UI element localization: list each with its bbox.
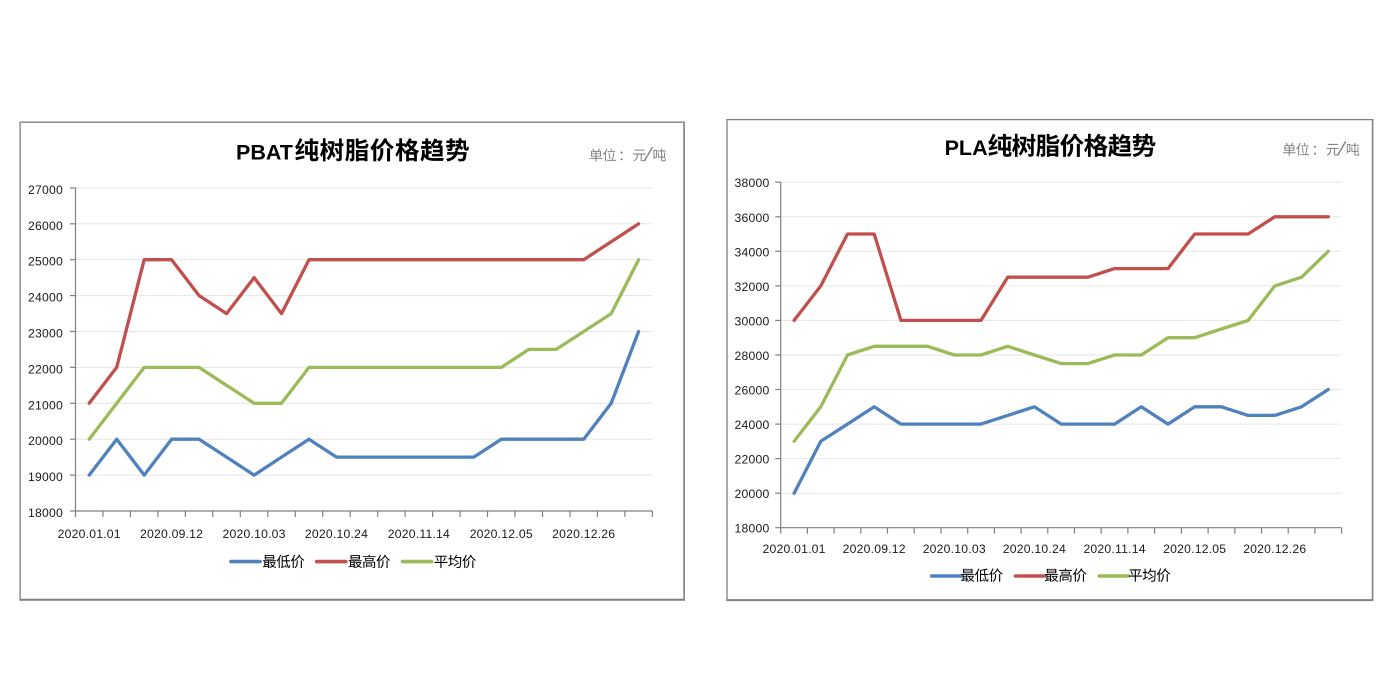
svg-text:36000: 36000 <box>735 211 770 225</box>
svg-text:28000: 28000 <box>735 349 770 363</box>
svg-text:19000: 19000 <box>28 470 63 484</box>
svg-text:2020.01.01: 2020.01.01 <box>762 542 825 556</box>
svg-text:PBAT: PBAT <box>236 140 293 164</box>
svg-text:2020.12.05: 2020.12.05 <box>1163 542 1226 556</box>
svg-text:25000: 25000 <box>28 255 63 269</box>
svg-text:2020.11.14: 2020.11.14 <box>1083 542 1145 556</box>
svg-text:18000: 18000 <box>735 522 770 536</box>
svg-text:2020.10.24: 2020.10.24 <box>1003 542 1066 556</box>
svg-text:24000: 24000 <box>28 291 63 305</box>
svg-text:27000: 27000 <box>28 183 63 197</box>
svg-text:2020.10.03: 2020.10.03 <box>923 542 986 556</box>
svg-text:30000: 30000 <box>735 314 770 328</box>
svg-text:32000: 32000 <box>735 280 770 294</box>
svg-text:2020.11.14: 2020.11.14 <box>388 527 450 541</box>
svg-text:24000: 24000 <box>735 418 770 432</box>
svg-text:2020.01.01: 2020.01.01 <box>58 527 121 541</box>
svg-text:PLA: PLA <box>945 136 988 160</box>
svg-text:26000: 26000 <box>735 384 770 398</box>
svg-text:38000: 38000 <box>735 176 770 190</box>
svg-text:2020.12.26: 2020.12.26 <box>1243 542 1306 556</box>
svg-text:2020.09.12: 2020.09.12 <box>140 527 203 541</box>
svg-text:2020.12.05: 2020.12.05 <box>470 527 533 541</box>
svg-text:18000: 18000 <box>28 506 63 520</box>
svg-text:2020.10.24: 2020.10.24 <box>305 527 368 541</box>
svg-text:2020.09.12: 2020.09.12 <box>843 542 906 556</box>
svg-text:2020.10.03: 2020.10.03 <box>222 527 285 541</box>
svg-text:23000: 23000 <box>28 327 63 341</box>
svg-text:22000: 22000 <box>735 453 770 467</box>
svg-text:34000: 34000 <box>735 245 770 259</box>
svg-text:2020.12.26: 2020.12.26 <box>552 527 615 541</box>
svg-text:22000: 22000 <box>28 362 63 376</box>
svg-text:21000: 21000 <box>28 398 63 412</box>
svg-text:20000: 20000 <box>28 434 63 448</box>
svg-text:20000: 20000 <box>735 487 770 501</box>
svg-text:26000: 26000 <box>28 219 63 233</box>
